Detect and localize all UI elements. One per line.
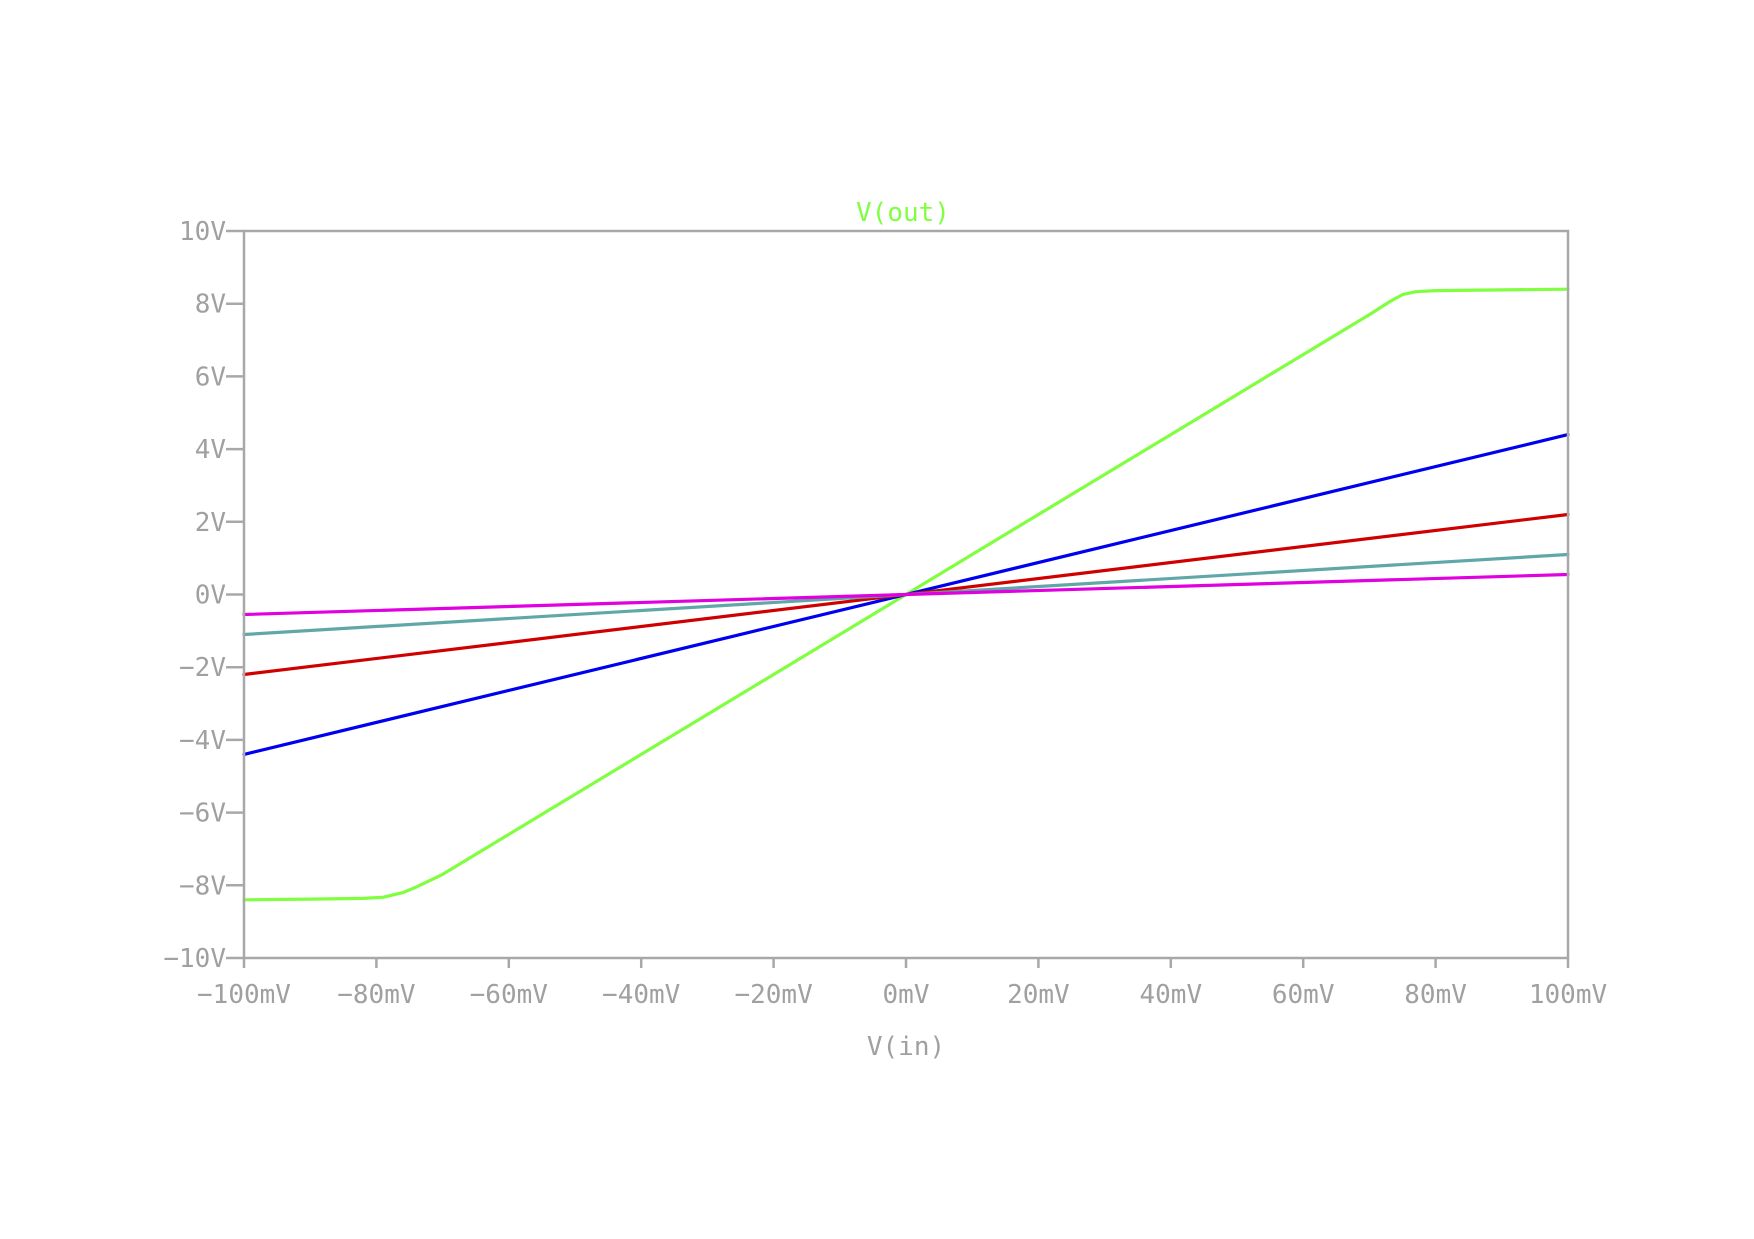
- x-tick-label: −40mV: [602, 980, 680, 1010]
- axis-ticks: −100mV −80mV −60mV −40mV −20mV 0mV 20mV 40mV 60m…: [163, 217, 1607, 1010]
- y-tick-label: 6V: [195, 362, 226, 392]
- series-line: [242, 572, 1570, 617]
- y-tick-label: −10V: [163, 944, 226, 974]
- x-tick-label: 20mV: [1007, 980, 1070, 1010]
- y-tick-label: 2V: [195, 508, 226, 538]
- x-tick-label: −20mV: [734, 980, 812, 1010]
- x-tick-label: 60mV: [1272, 980, 1335, 1010]
- x-tick-label: 40mV: [1139, 980, 1202, 1010]
- x-tick-label: −60mV: [470, 980, 548, 1010]
- x-tick-label: −100mV: [197, 980, 291, 1010]
- y-tick-label: −2V: [179, 653, 226, 683]
- traces: [242, 287, 1570, 902]
- x-tick-label: 80mV: [1404, 980, 1467, 1010]
- x-tick-label: 100mV: [1529, 980, 1607, 1010]
- x-axis-label: V(in): [867, 1032, 945, 1062]
- y-tick-label: −8V: [179, 871, 226, 901]
- y-tick-label: −4V: [179, 726, 226, 756]
- x-tick-label: 0mV: [883, 980, 930, 1010]
- x-tick-label: −80mV: [337, 980, 415, 1010]
- y-tick-label: 4V: [195, 435, 226, 465]
- chart-title: V(out): [856, 198, 950, 228]
- y-tick-label: −6V: [179, 799, 226, 829]
- y-tick-label: 0V: [195, 581, 226, 611]
- y-tick-label: 10V: [179, 217, 226, 247]
- y-tick-label: 8V: [195, 290, 226, 320]
